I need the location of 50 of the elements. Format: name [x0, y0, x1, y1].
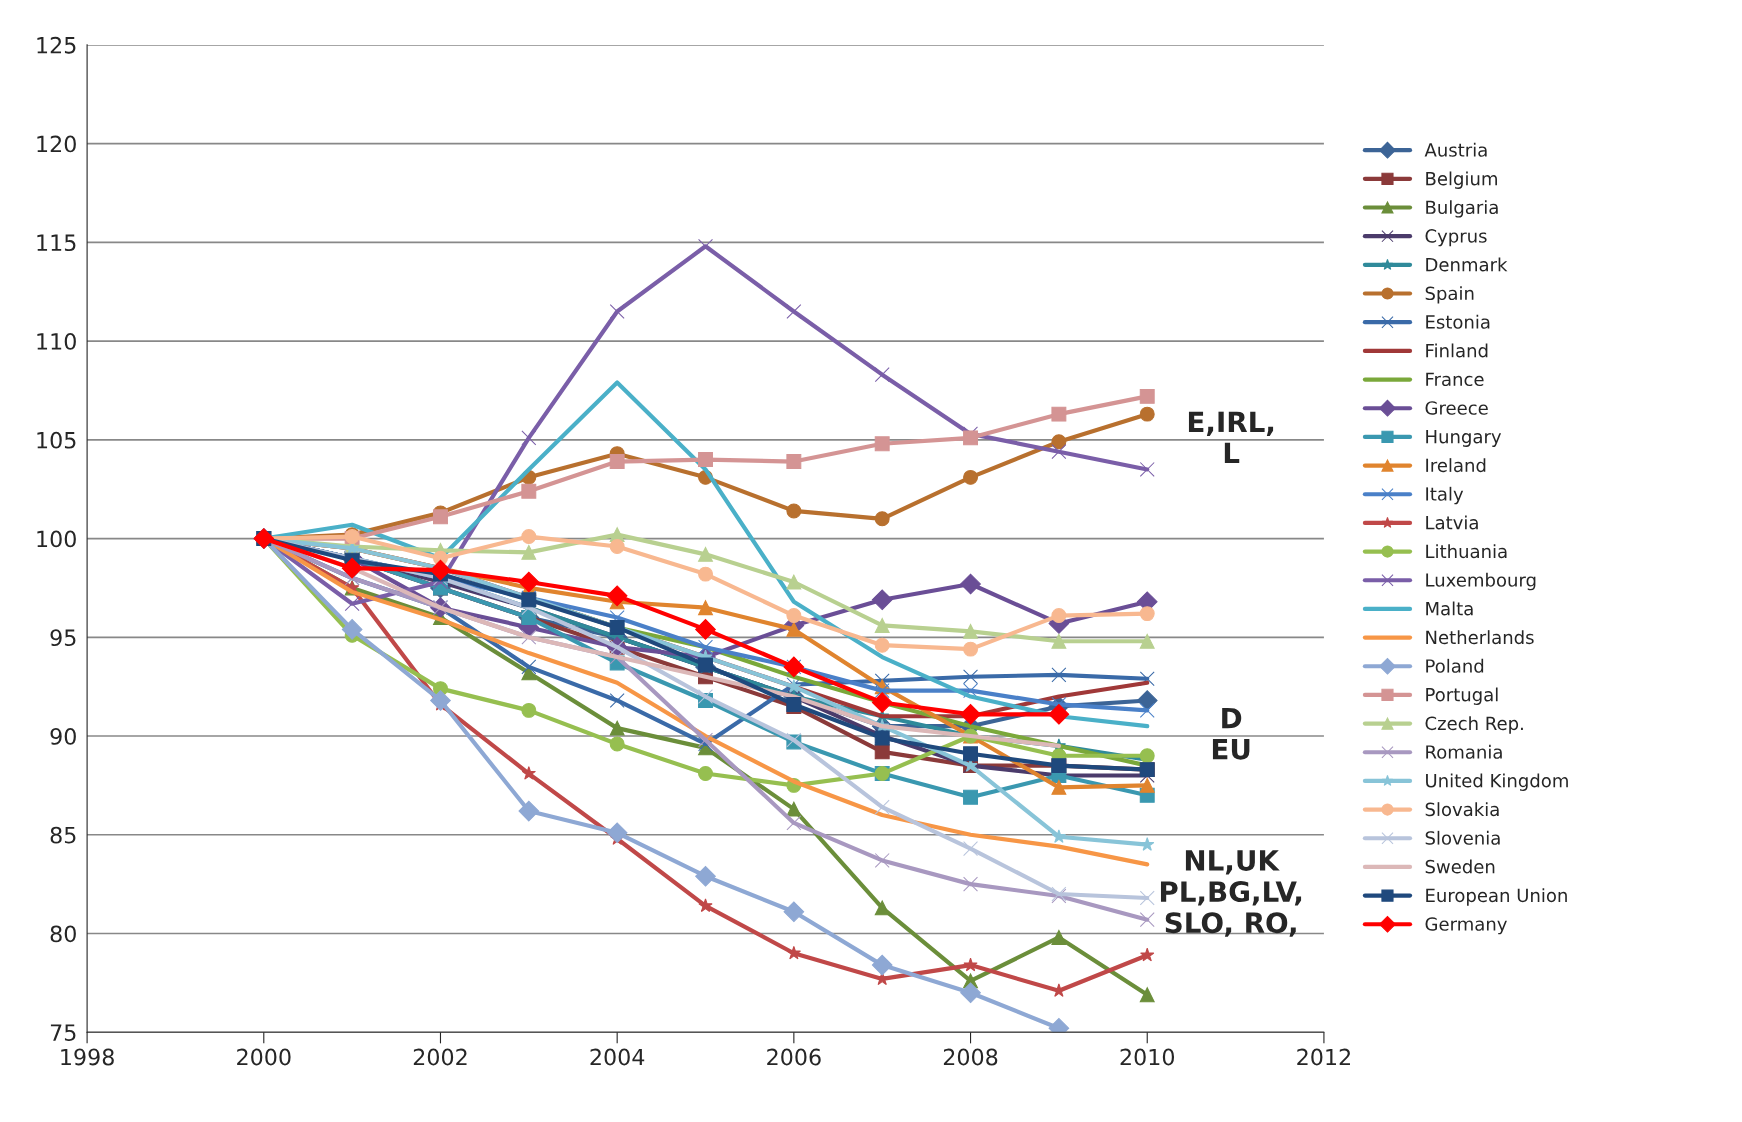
- legend-label: Malta: [1426, 601, 1473, 616]
- x-tick-label: 2000: [237, 1048, 291, 1066]
- x-tick-label: 2008: [943, 1048, 998, 1066]
- legend-label: Slovakia: [1425, 802, 1499, 817]
- legend-label: Luxembourg: [1426, 572, 1536, 591]
- legend-label: Finland: [1426, 343, 1488, 358]
- y-tick-label: 115: [37, 234, 76, 252]
- legend-label: Poland: [1426, 658, 1484, 673]
- legend-label: Netherlands: [1426, 630, 1534, 645]
- annotation: NL,UK PL,BG,LV, SLO, RO,: [1160, 850, 1302, 937]
- legend-label: Latvia: [1426, 515, 1478, 530]
- y-tick-label: 80: [50, 925, 76, 943]
- y-tick-label: 95: [50, 629, 76, 647]
- legend-label: Czech Rep.: [1425, 716, 1523, 734]
- y-tick-label: 90: [50, 727, 76, 745]
- y-tick-label: 75: [50, 1024, 76, 1041]
- annotation: E,IRL, L: [1188, 411, 1274, 464]
- x-tick-label: 2006: [767, 1048, 821, 1066]
- legend-label: Estonia: [1426, 314, 1490, 329]
- legend-label: Germany: [1425, 917, 1507, 935]
- legend-label: Bulgaria: [1426, 200, 1498, 218]
- legend-label: Romania: [1426, 744, 1502, 759]
- x-tick-label: 1998: [61, 1048, 114, 1066]
- legend-label: Sweden: [1425, 859, 1495, 874]
- legend-label: Lithuania: [1426, 544, 1507, 559]
- legend-label: Austria: [1424, 142, 1487, 157]
- legend-label: France: [1426, 372, 1484, 387]
- legend-label: Greece: [1425, 401, 1488, 415]
- legend-label: Italy: [1426, 486, 1464, 505]
- x-tick-label: 2012: [1297, 1048, 1350, 1066]
- y-tick-label: 100: [37, 530, 76, 548]
- legend-label: Slovenia: [1425, 830, 1500, 845]
- y-tick-label: 105: [37, 431, 76, 449]
- legend-label: Portugal: [1426, 687, 1498, 705]
- y-tick-label: 85: [50, 826, 76, 844]
- y-tick-label: 110: [37, 333, 76, 350]
- legend-label: Ireland: [1426, 458, 1486, 473]
- legend-label: Denmark: [1426, 257, 1508, 272]
- x-tick-label: 2002: [413, 1048, 467, 1066]
- annotation: D EU: [1212, 707, 1250, 760]
- y-tick-label: 125: [37, 36, 76, 54]
- legend-label: United Kingdom: [1426, 773, 1568, 791]
- legend-label: European Union: [1426, 888, 1567, 906]
- legend-label: Cyprus: [1425, 229, 1487, 247]
- legend-label: Belgium: [1426, 171, 1497, 189]
- x-tick-label: 2010: [1120, 1048, 1175, 1066]
- x-tick-label: 2004: [590, 1048, 645, 1066]
- y-tick-label: 120: [37, 135, 76, 153]
- legend-label: Spain: [1425, 286, 1474, 304]
- legend-label: Hungary: [1426, 430, 1502, 447]
